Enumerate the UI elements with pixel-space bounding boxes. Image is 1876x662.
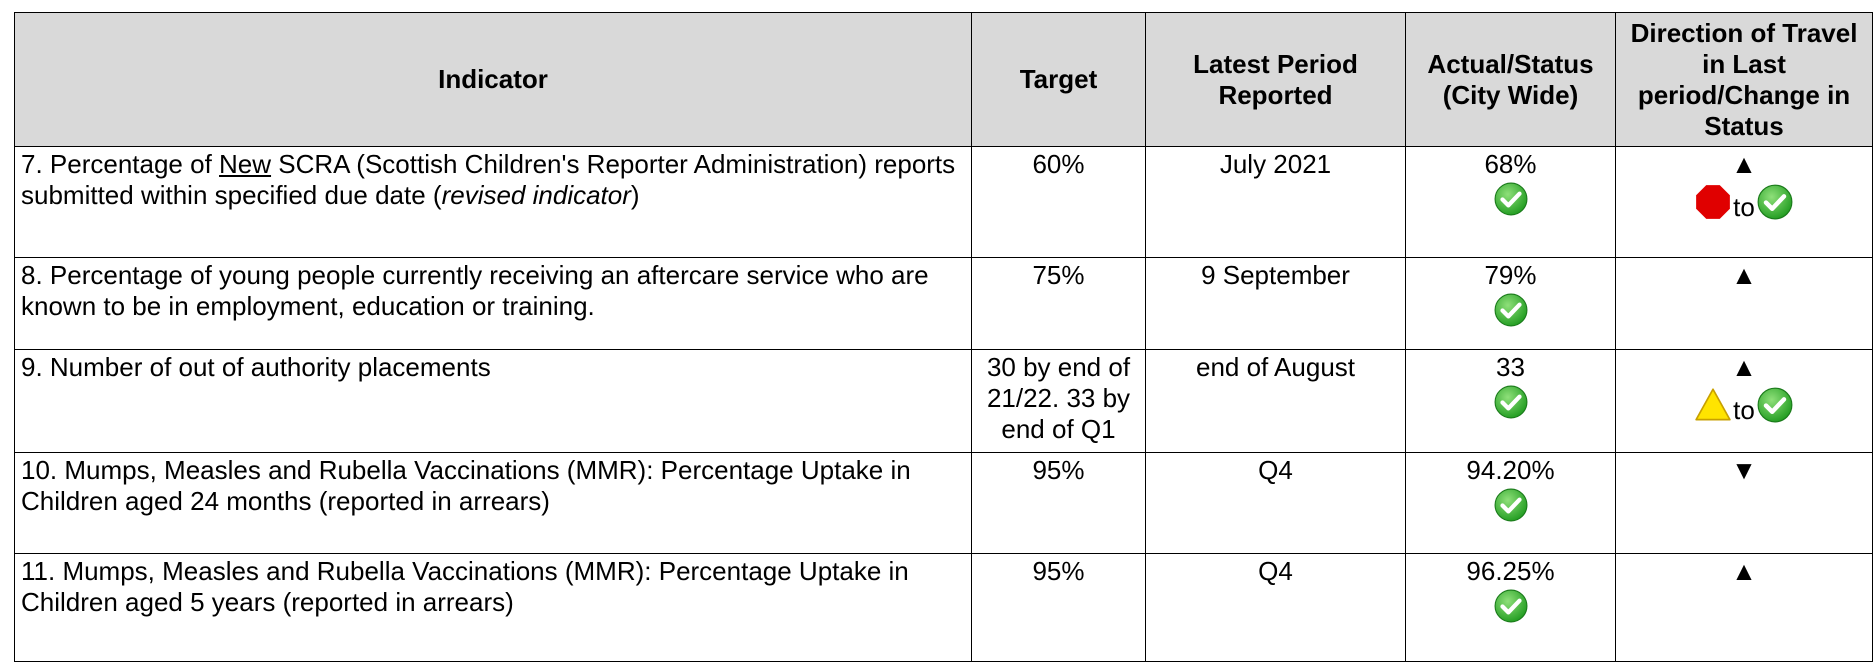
status-green <box>1757 184 1793 220</box>
header-cell: Target <box>971 12 1146 147</box>
text: SCRA (Scottish Children's Reporter Admin… <box>21 149 956 210</box>
target: 95% <box>971 452 1146 554</box>
indicator: 11. Mumps, Measles and Rubella Vaccinati… <box>14 553 972 662</box>
text: 7. Percentage of <box>21 149 220 179</box>
header-cell: Direction of Travel in Last period/Chang… <box>1615 12 1873 147</box>
status-green <box>1494 293 1528 327</box>
direction: ▼ <box>1615 452 1873 554</box>
target: 60% <box>971 146 1146 258</box>
status-amber <box>1695 387 1731 423</box>
value: 96.25% <box>1466 556 1555 586</box>
indicator: 8. Percentage of young people currently … <box>14 257 972 350</box>
to: to <box>1733 192 1755 222</box>
target: 95% <box>971 553 1146 662</box>
target: 75% <box>971 257 1146 350</box>
arrow: ▲ <box>1731 260 1757 290</box>
text: 9. Number of out of authority placements <box>21 352 491 382</box>
text: 11. Mumps, Measles and Rubella Vaccinati… <box>21 556 909 617</box>
status-green <box>1494 488 1528 522</box>
indicator: 10. Mumps, Measles and Rubella Vaccinati… <box>14 452 972 554</box>
direction: ▲ to <box>1615 146 1873 258</box>
direction: ▲ <box>1615 257 1873 350</box>
actual: 79% <box>1405 257 1616 350</box>
target: 30 by end of 21/22. 33 by end of Q1 <box>971 349 1146 453</box>
period: Q4 <box>1145 553 1406 662</box>
header-cell: Actual/Status (City Wide) <box>1405 12 1616 147</box>
value: 68% <box>1484 149 1537 179</box>
value: 33 <box>1496 352 1525 382</box>
arrow: ▲ <box>1731 352 1757 382</box>
period: Q4 <box>1145 452 1406 554</box>
direction: ▲ to <box>1615 349 1873 453</box>
kpi-table: Indicator Target Latest Period Reported … <box>14 12 1873 662</box>
status-red <box>1695 184 1731 220</box>
status-green <box>1494 385 1528 419</box>
arrow: ▲ <box>1731 149 1757 179</box>
status-green <box>1494 182 1528 216</box>
row: 8. Percentage of young people currently … <box>14 257 1873 350</box>
period: July 2021 <box>1145 146 1406 258</box>
to: to <box>1733 395 1755 425</box>
row: 10. Mumps, Measles and Rubella Vaccinati… <box>14 452 1873 554</box>
text: 10. Mumps, Measles and Rubella Vaccinati… <box>21 455 911 516</box>
row: 7. Percentage of New SCRA (Scottish Chil… <box>14 146 1873 258</box>
header-cell: Latest Period Reported <box>1145 12 1406 147</box>
value: 79% <box>1484 260 1537 290</box>
direction: ▲ <box>1615 553 1873 662</box>
value: 94.20% <box>1466 455 1555 485</box>
arrow: ▼ <box>1731 455 1757 485</box>
header-cell: Indicator <box>14 12 972 147</box>
indicator: 9. Number of out of authority placements <box>14 349 972 453</box>
arrow: ▲ <box>1731 556 1757 586</box>
status-green <box>1494 589 1528 623</box>
row: 11. Mumps, Measles and Rubella Vaccinati… <box>14 553 1873 662</box>
text: 8. Percentage of young people currently … <box>21 260 929 321</box>
row: 9. Number of out of authority placements… <box>14 349 1873 453</box>
period: 9 September <box>1145 257 1406 350</box>
actual: 33 <box>1405 349 1616 453</box>
actual: 96.25% <box>1405 553 1616 662</box>
header-row: Indicator Target Latest Period Reported … <box>14 12 1873 147</box>
period: end of August <box>1145 349 1406 453</box>
indicator: 7. Percentage of New SCRA (Scottish Chil… <box>14 146 972 258</box>
text: revised indicator <box>441 180 631 210</box>
actual: 68% <box>1405 146 1616 258</box>
text: New <box>219 149 272 179</box>
actual: 94.20% <box>1405 452 1616 554</box>
text: ) <box>630 180 640 210</box>
status-green <box>1757 387 1793 423</box>
